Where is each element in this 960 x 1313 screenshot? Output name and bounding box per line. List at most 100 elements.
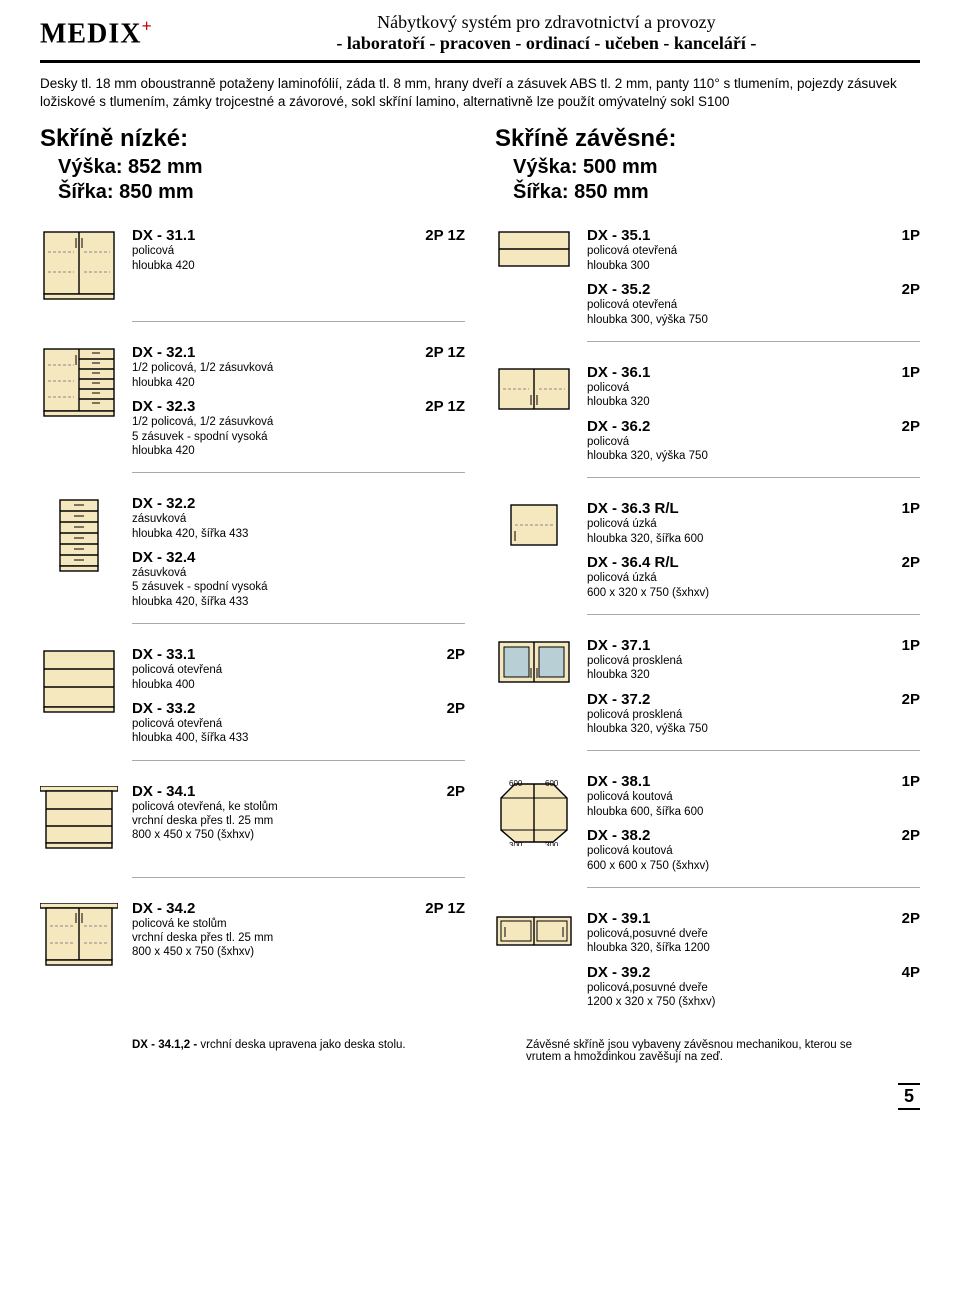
dx33-icon [40,646,118,713]
product-tag: 2P [902,910,920,927]
product-entry: DX - 36.4 R/L policová úzká600 x 320 x 7… [587,554,920,600]
entry-main: DX - 38.1 policová koutováhloubka 600, š… [587,773,703,819]
entry-main: DX - 39.1 policová,posuvné dveřehloubka … [587,910,710,956]
entry-main: DX - 32.2 zásuvkováhloubka 420, šířka 43… [132,495,248,541]
header-text: Nábytkový systém pro zdravotnictví a pro… [173,12,920,54]
product-code: DX - 36.2 [587,418,708,435]
entry-main: DX - 31.1 policováhloubka 420 [132,227,195,273]
dx39-icon [495,910,573,949]
product-code: DX - 34.2 [132,900,273,917]
item-row: DX - 35.1 policová otevřenáhloubka 300 1… [495,227,920,327]
product-entry: DX - 34.1 policová otevřená, ke stolůmvr… [132,783,465,843]
product-desc: 1/2 policová, 1/2 zásuvková5 zásuvek - s… [132,415,273,458]
entry-main: DX - 37.2 policová prosklenáhloubka 320,… [587,691,708,737]
logo-text: MEDIX [40,18,141,49]
item-text: DX - 31.1 policováhloubka 420 2P 1Z [132,227,465,273]
svg-text:600: 600 [509,779,523,788]
product-entry: DX - 35.2 policová otevřenáhloubka 300, … [587,281,920,327]
item-divider [132,472,465,473]
dx32b-icon [40,495,118,574]
logo-plus: + [141,16,152,36]
product-entry: DX - 32.1 1/2 policová, 1/2 zásuvkováhlo… [132,344,465,390]
left-title: Skříně nízké: [40,125,465,153]
product-code: DX - 33.1 [132,646,222,663]
product-code: DX - 39.2 [587,964,716,981]
product-desc: policová otevřenáhloubka 400, šířka 433 [132,717,248,746]
item-row: DX - 31.1 policováhloubka 420 2P 1Z [40,227,465,307]
product-desc: policováhloubka 320 [587,381,650,410]
product-code: DX - 33.2 [132,700,248,717]
entry-main: DX - 36.3 R/L policová úzkáhloubka 320, … [587,500,703,546]
footer-notes: DX - 34.1,2 - vrchní deska upravena jako… [40,1039,920,1063]
svg-text:300: 300 [545,841,559,846]
product-entry: DX - 33.2 policová otevřenáhloubka 400, … [132,700,465,746]
svg-text:600: 600 [545,779,559,788]
entry-main: DX - 36.1 policováhloubka 320 [587,364,650,410]
entry-main: DX - 32.1 1/2 policová, 1/2 zásuvkováhlo… [132,344,273,390]
dx37-icon [495,637,573,684]
product-entry: DX - 33.1 policová otevřenáhloubka 400 2… [132,646,465,692]
dx32a-icon [40,344,118,417]
product-tag: 1P [902,364,920,381]
item-divider [132,623,465,624]
item-row: DX - 36.3 R/L policová úzkáhloubka 320, … [495,500,920,600]
intro-text: Desky tl. 18 mm oboustranně potaženy lam… [40,75,920,111]
header-line2: - laboratoří - pracoven - ordinací - uče… [173,33,920,54]
product-entry: DX - 39.1 policová,posuvné dveřehloubka … [587,910,920,956]
item-row: DX - 32.2 zásuvkováhloubka 420, šířka 43… [40,495,465,609]
entry-main: DX - 33.2 policová otevřenáhloubka 400, … [132,700,248,746]
columns: Skříně nízké: Výška: 852 mm Šířka: 850 m… [40,125,920,1009]
right-column: Skříně závěsné: Výška: 500 mm Šířka: 850… [495,125,920,1009]
item-text: DX - 35.1 policová otevřenáhloubka 300 1… [587,227,920,327]
product-desc: policová koutováhloubka 600, šířka 600 [587,790,703,819]
product-code: DX - 35.1 [587,227,677,244]
entry-main: DX - 37.1 policová prosklenáhloubka 320 [587,637,682,683]
left-width: Šířka: 850 mm [58,180,465,205]
logo: MEDIX+ [40,16,153,50]
product-entry: DX - 32.2 zásuvkováhloubka 420, šířka 43… [132,495,465,541]
right-title: Skříně závěsné: [495,125,920,153]
header-rule [40,60,920,63]
entry-main: DX - 36.2 policováhloubka 320, výška 750 [587,418,708,464]
product-entry: DX - 36.3 R/L policová úzkáhloubka 320, … [587,500,920,546]
right-items: DX - 35.1 policová otevřenáhloubka 300 1… [495,227,920,1009]
product-code: DX - 37.2 [587,691,708,708]
product-tag: 2P [902,418,920,435]
right-width: Šířka: 850 mm [513,180,920,205]
header-line1: Nábytkový systém pro zdravotnictví a pro… [173,12,920,33]
product-desc: policová ke stolůmvrchní deska přes tl. … [132,917,273,960]
product-entry: DX - 31.1 policováhloubka 420 2P 1Z [132,227,465,273]
product-desc: zásuvkováhloubka 420, šířka 433 [132,512,248,541]
item-divider [587,887,920,888]
product-desc: 1/2 policová, 1/2 zásuvkováhloubka 420 [132,361,273,390]
item-row: DX - 39.1 policová,posuvné dveřehloubka … [495,910,920,1010]
dx38-icon: 600600300300 [495,773,573,846]
product-tag: 2P [902,827,920,844]
product-tag: 1P [902,227,920,244]
product-entry: DX - 34.2 policová ke stolůmvrchní deska… [132,900,465,960]
item-row: 600600300300 DX - 38.1 policová koutováh… [495,773,920,873]
item-divider [587,750,920,751]
catalog-page: MEDIX+ Nábytkový systém pro zdravotnictv… [0,0,960,1130]
item-text: DX - 39.1 policová,posuvné dveřehloubka … [587,910,920,1010]
entry-main: DX - 39.2 policová,posuvné dveře1200 x 3… [587,964,716,1010]
product-code: DX - 36.3 R/L [587,500,703,517]
item-text: DX - 34.2 policová ke stolůmvrchní deska… [132,900,465,960]
product-desc: policováhloubka 420 [132,244,195,273]
product-desc: policová prosklenáhloubka 320 [587,654,682,683]
product-entry: DX - 37.2 policová prosklenáhloubka 320,… [587,691,920,737]
product-entry: DX - 36.2 policováhloubka 320, výška 750… [587,418,920,464]
product-desc: policová úzkáhloubka 320, šířka 600 [587,517,703,546]
left-column: Skříně nízké: Výška: 852 mm Šířka: 850 m… [40,125,465,1009]
product-tag: 2P [447,646,465,663]
product-tag: 2P 1Z [425,227,465,244]
entry-main: DX - 35.1 policová otevřenáhloubka 300 [587,227,677,273]
product-code: DX - 38.2 [587,827,709,844]
left-items: DX - 31.1 policováhloubka 420 2P 1Z DX -… [40,227,465,979]
product-code: DX - 32.4 [132,549,268,566]
entry-main: DX - 32.3 1/2 policová, 1/2 zásuvková5 z… [132,398,273,458]
product-entry: DX - 38.1 policová koutováhloubka 600, š… [587,773,920,819]
left-note-rest: vrchní deska upravena jako deska stolu. [200,1039,405,1051]
left-note-bold: DX - 34.1,2 - [132,1039,200,1051]
product-desc: policováhloubka 320, výška 750 [587,435,708,464]
